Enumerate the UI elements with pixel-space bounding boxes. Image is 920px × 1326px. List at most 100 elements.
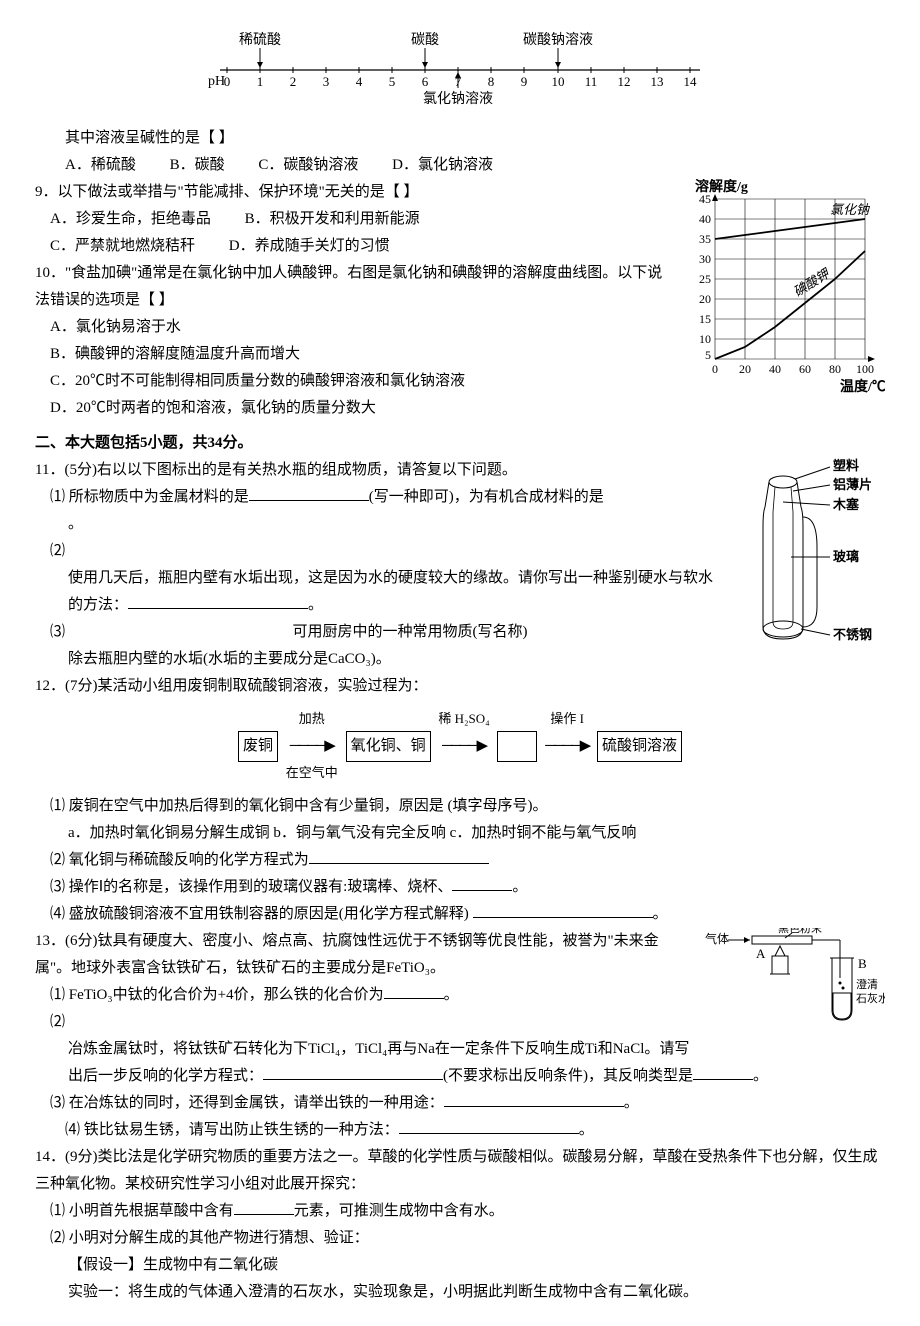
q14-stem: 14．(9分)类比法是化学研究物质的重要方法之一。草酸的化学性质与碳酸相似。碳酸… [35, 1144, 885, 1198]
q9-a: A．珍爱生命，拒绝毒品 [50, 206, 211, 233]
q13-stem: 13．(6分)钛具有硬度大、密度小、熔点高、抗腐蚀性远优于不锈钢等优良性能，被誉… [35, 928, 690, 982]
svg-text:10: 10 [699, 332, 711, 346]
blank [263, 1064, 443, 1081]
svg-text:20: 20 [739, 362, 751, 376]
q14-p2: ⑵ 小明对分解生成的其他产物进行猜想、验证： [50, 1225, 885, 1252]
q13-p3b: 。 [624, 1095, 639, 1111]
svg-text:9: 9 [521, 74, 528, 89]
svg-text:铝薄片: 铝薄片 [833, 477, 872, 492]
svg-text:30: 30 [699, 252, 711, 266]
flow-bot: 在空气中 [286, 765, 338, 780]
svg-text:不锈钢: 不锈钢 [833, 627, 872, 642]
q13-p3a: ⑶ 在冶炼钛的同时，还得到金属铁，请举出铁的一种用途： [50, 1095, 444, 1111]
svg-text:5: 5 [705, 348, 711, 362]
q13-p2c: (不要求标出反响条件)，其反响类型是 [443, 1068, 693, 1084]
section2-head: 二、本大题包括5小题，共34分。 [35, 430, 885, 457]
ph-axis-label: pH [208, 74, 225, 89]
q11-p2-body: 使用几天后，瓶胆内壁有水垢出现，这是因为水的硬度较大的缘故。请你写出一种鉴别硬水… [68, 565, 725, 619]
svg-text:木塞: 木塞 [832, 497, 860, 512]
blank [384, 983, 444, 1000]
svg-text:黑色粉末: 黑色粉末 [778, 928, 822, 935]
svg-text:氯化钠: 氯化钠 [830, 202, 871, 217]
opt-d: D．氯化钠溶液 [392, 152, 493, 179]
q-ph-stem: 其中溶液呈碱性的是【 】 [35, 125, 885, 152]
q12-p4a: ⑷ 盛放硫酸铜溶液不宜用铁制容器的原因是(用化学方程式解释) [50, 906, 473, 922]
svg-text:B: B [858, 956, 867, 971]
svg-text:8: 8 [488, 74, 495, 89]
q13-p1a: ⑴ FeTiO₃中钛的化合价为+4价，那么铁的化合价为 [50, 987, 384, 1003]
ph-marker-label: 稀硫酸 [239, 32, 281, 48]
svg-text:塑料: 塑料 [833, 458, 859, 473]
flow-box: 废铜 [238, 731, 278, 762]
opt-a: A．稀硫酸 [65, 152, 136, 179]
q12-p3a: ⑶ 操作Ⅰ的名称是，该操作用到的玻璃仪器有:玻璃棒、烧杯、 [50, 879, 452, 895]
q11-p1b: (写一种即可)，为有机合成材料的是 [369, 489, 604, 505]
q12-p3: ⑶ 操作Ⅰ的名称是，该操作用到的玻璃仪器有:玻璃棒、烧杯、 。 [50, 874, 885, 901]
svg-text:4: 4 [356, 74, 363, 89]
svg-text:60: 60 [799, 362, 811, 376]
blank [399, 1118, 579, 1135]
flow-top: 操作 I [550, 711, 584, 726]
thermos-diagram: 塑料 铝薄片 木塞 玻璃 不锈钢 [735, 457, 885, 657]
q13-p3: ⑶ 在冶炼钛的同时，还得到金属铁，请举出铁的一种用途： 。 [50, 1090, 885, 1117]
flow-box [497, 731, 537, 762]
q11-p3a: ⑶ [50, 624, 65, 640]
svg-text:40: 40 [769, 362, 781, 376]
svg-text:15: 15 [699, 312, 711, 326]
ph-marker-label: 碳酸钠溶液 [523, 32, 593, 48]
svg-text:0: 0 [712, 362, 718, 376]
svg-text:玻璃: 玻璃 [833, 549, 859, 564]
q12-p4: ⑷ 盛放硫酸铜溶液不宜用铁制容器的原因是(用化学方程式解释) 。 [50, 901, 885, 928]
svg-text:12: 12 [618, 74, 631, 89]
svg-text:25: 25 [699, 272, 711, 286]
q12-p1-opts: a．加热时氧化铜易分解生成铜 b．铜与氧气没有完全反响 c．加热时铜不能与氧气反… [68, 820, 885, 847]
svg-text:1: 1 [257, 74, 264, 89]
blank [309, 848, 489, 865]
blank [444, 1091, 624, 1108]
q13-p4: ⑷ 铁比钛易生锈，请写出防止铁生锈的一种方法： 。 [65, 1117, 885, 1144]
svg-text:2: 2 [290, 74, 297, 89]
svg-text:澄清: 澄清 [856, 977, 878, 991]
opt-c: C．碳酸钠溶液 [258, 152, 358, 179]
svg-text:5: 5 [389, 74, 396, 89]
svg-text:10: 10 [552, 74, 565, 89]
svg-text:温度/℃: 温度/℃ [840, 378, 885, 395]
q13-p1b: 。 [444, 987, 459, 1003]
svg-text:13: 13 [651, 74, 664, 89]
q12-flow: 废铜 加热 ────▶ 在空气中 氧化铜、铜 稀 H₂SO₄ ────▶ 操作 … [35, 706, 885, 787]
q9-c: C．严禁就地燃烧秸秆 [50, 233, 195, 260]
svg-text:3: 3 [323, 74, 330, 89]
svg-text:20: 20 [699, 292, 711, 306]
svg-text:石灰水: 石灰水 [856, 991, 885, 1005]
q12-p2: ⑵ 氧化铜与稀硫酸反响的化学方程式为 [50, 847, 885, 874]
flow-top: 稀 H₂SO₄ [438, 711, 489, 726]
q14-p1: ⑴ 小明首先根据草酸中含有元素，可推测生成物中含有水。 [50, 1198, 885, 1225]
q13-p4b: 。 [579, 1122, 594, 1138]
q12-p4b: 。 [653, 906, 668, 922]
apparatus-diagram: 气体 黑色粉末 A B 澄清 石灰水 [700, 928, 885, 1048]
blank [234, 1199, 294, 1216]
q-ph-options: A．稀硫酸 B．碳酸 C．碳酸钠溶液 D．氯化钠溶液 [65, 152, 885, 179]
svg-text:14: 14 [684, 74, 698, 89]
q13-p4a: ⑷ 铁比钛易生锈，请写出防止铁生锈的一种方法： [65, 1122, 399, 1138]
blank [452, 875, 512, 892]
svg-text:气体: 气体 [705, 931, 729, 946]
svg-text:A: A [756, 946, 766, 961]
flow-top: 加热 [299, 711, 325, 726]
q14-h1: 【假设一】生成物中有二氧化碳 [68, 1252, 885, 1279]
q12-p3b: 。 [512, 879, 527, 895]
svg-text:80: 80 [829, 362, 841, 376]
ph-bottom-marker: 氯化钠溶液 [423, 91, 493, 107]
q11-p2end: 。 [308, 597, 323, 613]
svg-text:35: 35 [699, 232, 711, 246]
ph-marker-label: 碳酸 [411, 32, 439, 48]
blank [128, 593, 308, 610]
flow-box: 氧化铜、铜 [346, 731, 431, 762]
flow-box: 硫酸铜溶液 [597, 731, 682, 762]
q13-p2d: 。 [753, 1068, 768, 1084]
svg-text:碘酸钾: 碘酸钾 [791, 265, 834, 299]
q11-p3b: 可用厨房中的一种常用物质(写名称) [293, 624, 528, 640]
q12-p1: ⑴ 废铜在空气中加热后得到的氧化铜中含有少量铜，原因是 (填字母序号)。 [50, 793, 885, 820]
svg-text:100: 100 [856, 362, 874, 376]
svg-text:0: 0 [224, 74, 231, 89]
